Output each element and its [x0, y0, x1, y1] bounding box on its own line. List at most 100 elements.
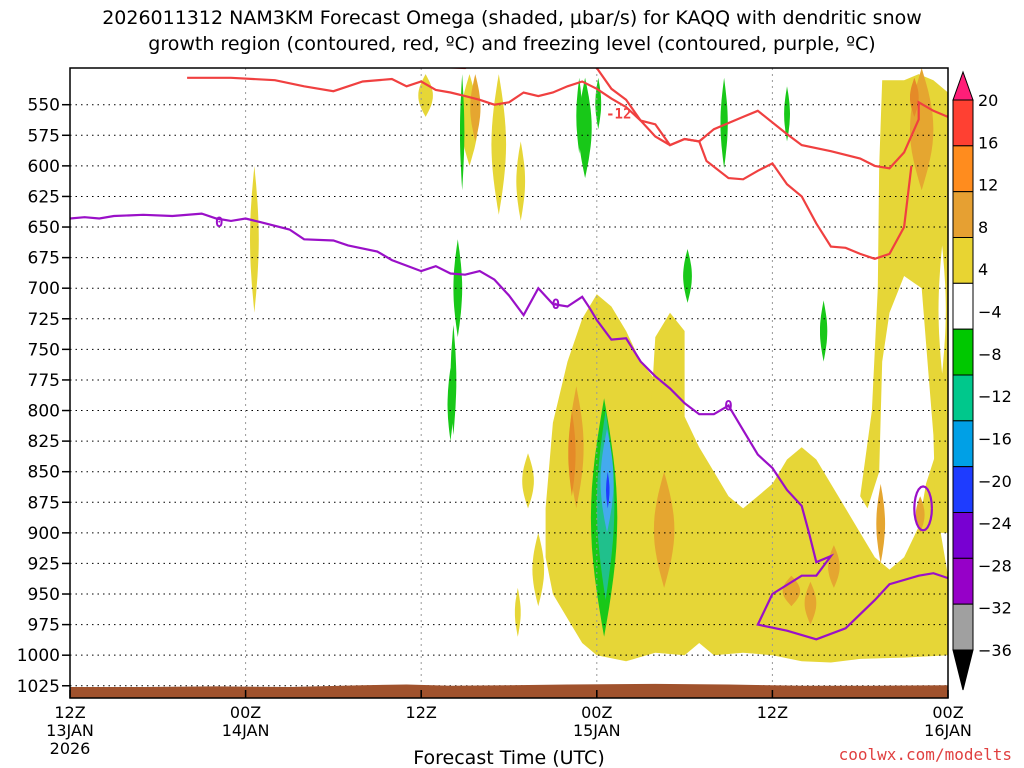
colorbar-swatch: [952, 374, 974, 422]
omega-sink-cell: [578, 77, 592, 179]
omega-sink-cell: [447, 367, 454, 442]
omega-sink-cell: [453, 239, 463, 338]
omega-rising-area-mid: [649, 312, 685, 546]
chart-title-line2: growth region (contoured, red, ºC) and f…: [148, 33, 875, 55]
omega-cell: [250, 165, 259, 313]
colorbar-swatch: [952, 99, 974, 147]
omega-cell: [522, 453, 534, 509]
y-tick-label: 750: [28, 340, 60, 360]
credit-text: coolwx.com/modelts: [839, 745, 1012, 764]
omega-sink-cell: [784, 86, 790, 142]
colorbar-swatch: [952, 191, 974, 239]
colorbar-label: −28: [978, 556, 1012, 575]
dendritic-contour-upper: [187, 76, 913, 260]
colorbar-swatch: [952, 420, 974, 468]
x-tick-label: 00Z: [581, 703, 612, 722]
omega-sink-cell: [720, 77, 728, 169]
contour-label: 0: [552, 297, 560, 313]
contour-label: 0: [724, 399, 732, 415]
y-tick-label: 875: [28, 493, 60, 513]
freezing-level-loop: [913, 485, 933, 532]
colorbar-label: 16: [978, 133, 998, 152]
contour-lines: [70, 68, 948, 641]
x-tick-date: 15JAN: [573, 721, 621, 740]
y-tick-label: 1000: [17, 646, 60, 666]
y-tick-label: 575: [28, 126, 60, 146]
omega-sink-core-max: [606, 471, 610, 509]
omega-cell-orange: [782, 575, 801, 607]
y-tick-label: 675: [28, 249, 60, 269]
colorbar-swatch: [952, 145, 974, 193]
colorbar-label: 4: [978, 260, 988, 279]
x-tick-label: 12Z: [54, 703, 85, 722]
colorbar-swatch: [952, 557, 974, 605]
chart-title-line1: 2026011312 NAM3KM Forecast Omega (shaded…: [102, 7, 922, 29]
y-tick-label: 600: [28, 157, 60, 177]
omega-sink-cell: [460, 74, 465, 191]
omega-colorbar: 20 16 12 8 4 −4 −8 −12 −16 −20 −24 −28 −32 −36: [952, 70, 1012, 691]
pressure-axis: 550 575 600 625 650 675 700 725 750 775 800 825 850 8…: [17, 96, 70, 697]
omega-shading: [250, 68, 948, 663]
colorbar-label: −24: [978, 514, 1012, 533]
plot-frame: [69, 67, 949, 699]
y-tick-label: 800: [28, 402, 60, 422]
plot-area: [70, 68, 948, 698]
omega-cell-orange: [470, 74, 481, 142]
colorbar-label: −20: [978, 472, 1012, 491]
omega-cell: [532, 532, 545, 607]
omega-rising-area-east: [860, 74, 948, 533]
colorbar-label: −32: [978, 599, 1012, 618]
omega-sink-cell: [683, 249, 692, 303]
x-tick-year: 2026: [50, 739, 91, 758]
colorbar-swatch: [952, 466, 974, 513]
y-tick-label: 775: [28, 371, 60, 391]
x-tick-date: 13JAN: [46, 721, 94, 740]
y-tick-label: 825: [28, 432, 60, 452]
colorbar-label: −8: [978, 345, 1002, 364]
colorbar-label: −16: [978, 429, 1012, 448]
x-tick-label: 00Z: [932, 703, 963, 722]
y-tick-label: 950: [28, 585, 60, 605]
omega-sink-cell: [576, 77, 583, 154]
omega-cell-orange: [915, 496, 925, 533]
colorbar-swatch: [952, 282, 974, 330]
ground-surface: [70, 683, 948, 698]
x-tick-label: 12Z: [757, 703, 788, 722]
colorbar-bottom-arrow: [952, 649, 974, 691]
x-tick-date: 14JAN: [222, 721, 270, 740]
contour-labels: -12 0 0 0: [215, 106, 733, 414]
omega-cell-orange: [653, 471, 675, 588]
x-tick-label: 12Z: [406, 703, 437, 722]
colorbar-label: 12: [978, 176, 998, 195]
dendritic-contour-lower: [438, 68, 948, 170]
y-tick-label: 975: [28, 616, 60, 636]
ground-fill: [70, 683, 948, 698]
omega-cell: [418, 74, 433, 117]
y-tick-label: 700: [28, 279, 60, 299]
colorbar-swatch: [952, 512, 974, 559]
colorbar-label: 8: [978, 218, 988, 237]
x-tick-label: 00Z: [230, 703, 261, 722]
omega-cell: [516, 141, 526, 221]
omega-cell-orange: [876, 483, 886, 564]
y-tick-label: 850: [28, 463, 60, 483]
y-tick-label: 550: [28, 96, 60, 116]
x-tick-date: 16JAN: [924, 721, 972, 740]
freezing-level-contour: [70, 212, 948, 641]
colorbar-top-arrow: [952, 70, 974, 101]
y-tick-label: 900: [28, 524, 60, 544]
omega-cell: [491, 74, 507, 215]
omega-sink-cell: [820, 300, 828, 362]
omega-cell-dkorange: [910, 77, 919, 117]
omega-rising-area-main: [545, 294, 948, 663]
y-tick-label: 725: [28, 310, 60, 330]
colorbar-swatch: [952, 237, 974, 284]
contour-label: -12: [606, 106, 631, 122]
omega-gap: [938, 245, 946, 374]
y-tick-label: 1025: [17, 677, 60, 697]
colorbar-label: −4: [978, 303, 1002, 322]
x-axis-label: Forecast Time (UTC): [413, 747, 604, 768]
y-tick-label: 625: [28, 187, 60, 207]
